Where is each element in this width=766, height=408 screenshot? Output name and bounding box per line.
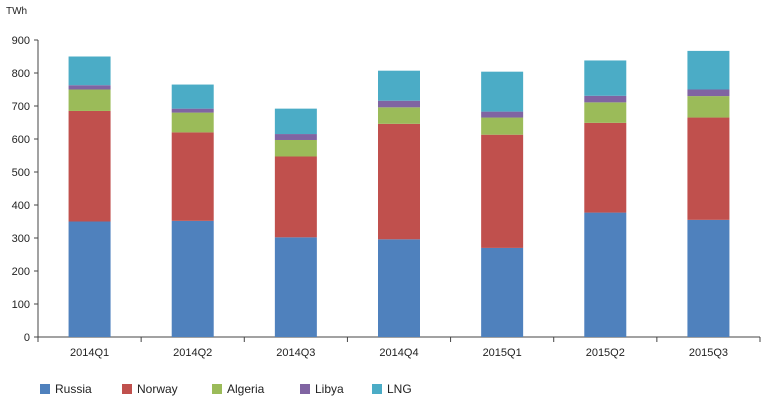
legend-label-libya: Libya (315, 382, 344, 396)
bar-segment-libya (274, 134, 317, 140)
legend-swatch-lng (372, 384, 382, 394)
bar-segment-algeria (687, 96, 730, 118)
y-tick-label: 500 (12, 167, 30, 179)
y-tick-label: 800 (12, 68, 30, 80)
bar-segment-algeria (68, 89, 111, 111)
bar-segment-russia (687, 219, 730, 337)
bar-segment-russia (274, 237, 317, 337)
bar-segment-russia (68, 221, 111, 337)
bar-segment-lng (171, 84, 214, 109)
bar-segment-norway (378, 123, 420, 240)
legend-label-algeria: Algeria (227, 382, 265, 396)
bar-segment-norway (274, 156, 317, 238)
bar-segment-lng (687, 50, 730, 90)
bar-segment-libya (584, 95, 627, 103)
bar-segment-lng (584, 60, 627, 96)
bar-segment-algeria (378, 107, 420, 124)
bar-segment-algeria (584, 102, 627, 123)
bar-segment-russia (378, 239, 420, 337)
bar-segment-algeria (171, 112, 214, 133)
bar-segment-libya (171, 108, 214, 113)
bar-segment-russia (481, 247, 524, 337)
bar-segment-norway (481, 134, 524, 248)
bar-segment-lng (274, 108, 317, 135)
bar-segment-norway (171, 132, 214, 221)
bar-segment-libya (481, 111, 524, 118)
legend-label-lng: LNG (387, 382, 412, 396)
y-unit-label: TWh (6, 6, 27, 17)
y-tick-label: 600 (12, 134, 30, 146)
x-tick-label: 2014Q2 (173, 347, 212, 359)
y-tick-label: 700 (12, 101, 30, 113)
bar-segment-algeria (274, 139, 317, 157)
y-tick-label: 900 (12, 35, 30, 47)
bar-segment-lng (481, 71, 524, 112)
x-tick-label: 2015Q2 (586, 347, 625, 359)
legend: Russia Norway Algeria Libya LNG (40, 382, 412, 396)
bar-segment-russia (584, 212, 627, 337)
bar-segment-algeria (481, 117, 524, 135)
legend-swatch-libya (300, 384, 310, 394)
y-tick-label: 200 (12, 266, 30, 278)
x-tick-label: 2015Q1 (483, 347, 522, 359)
y-tick-label: 100 (12, 299, 30, 311)
legend-swatch-norway (122, 384, 132, 394)
bar-segment-libya (68, 85, 111, 90)
legend-swatch-russia (40, 384, 50, 394)
bars (68, 50, 730, 337)
bar-segment-norway (584, 122, 627, 213)
x-tick-label: 2014Q1 (70, 347, 109, 359)
x-axis: 2014Q1 2014Q2 2014Q3 2014Q4 2015Q1 2015Q2 2015… (37, 336, 761, 359)
y-tick-label: 400 (12, 200, 30, 212)
x-tick-label: 2015Q3 (689, 347, 728, 359)
legend-swatch-algeria (212, 384, 222, 394)
bar-segment-norway (687, 117, 730, 220)
bar-segment-russia (171, 220, 214, 337)
bar-segment-libya (687, 89, 730, 97)
legend-label-norway: Norway (137, 382, 178, 396)
y-tick-label: 300 (12, 233, 30, 245)
bar-segment-lng (68, 56, 111, 86)
bar-segment-norway (68, 110, 111, 222)
y-tick-label: 0 (24, 332, 30, 344)
bar-segment-libya (378, 100, 420, 108)
x-tick-label: 2014Q4 (379, 347, 418, 359)
bar-segment-lng (378, 70, 420, 101)
y-axis: 0 100 200 300 400 500 600 700 800 900 (12, 35, 39, 344)
x-tick-label: 2014Q3 (276, 347, 315, 359)
legend-label-russia: Russia (55, 382, 92, 396)
